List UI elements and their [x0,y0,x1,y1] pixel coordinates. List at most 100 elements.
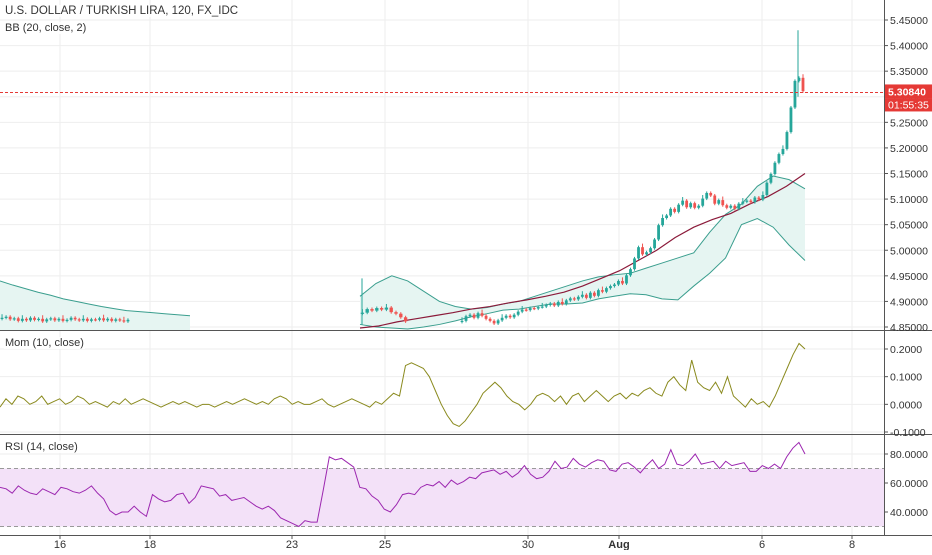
candle-body [89,319,93,321]
y-tick-label: 5.45000 [890,15,928,27]
candle-body [45,319,49,322]
candle-body [717,200,721,204]
candle-body [488,318,492,321]
candle-body [379,308,384,310]
candle-body [625,275,628,284]
candle-body [384,307,389,310]
candle-body [532,308,536,310]
bollinger-lower-band [359,217,806,330]
candle-body [765,182,769,195]
candle-body [49,318,53,320]
candle-body [524,309,528,311]
candle-body [69,317,73,320]
candle-body [661,218,664,226]
candle-body [85,318,89,321]
candle-body [757,197,761,200]
candle-body [81,318,85,321]
candle-body [53,318,57,321]
candle-body [793,80,797,108]
candle-body [556,301,560,306]
candle-body [673,208,677,212]
candle-body [118,319,122,321]
candle-body [102,318,106,321]
candle-body [365,309,369,313]
candle-body [641,247,644,255]
rsi-indicator-label[interactable]: RSI (14, close) [4,441,79,453]
candle-body [633,258,636,270]
candle-body [637,247,640,259]
candle-body [73,317,77,320]
y-tick-label: 0.2000 [890,344,922,356]
candle-body [4,316,8,318]
candle-body [733,205,737,209]
candle-body [709,192,713,196]
candle-body [653,239,656,249]
candle-body [665,215,669,219]
candle-body [552,303,556,306]
y-tick-label: 0.0000 [890,399,922,411]
candle-body [572,298,576,300]
candle-body [544,304,548,307]
momentum-line [0,342,806,428]
candle-body [789,107,793,133]
candle-body [508,315,512,318]
candle-body [548,303,552,305]
candle-body [375,308,379,311]
candle-body [669,208,673,216]
candle-body [20,318,24,321]
x-tick-label: 6 [759,539,765,550]
candle-body [403,317,408,322]
y-tick-label: 5.05000 [890,220,928,232]
y-tick-label: 4.95000 [890,271,928,283]
candle-body [677,204,681,212]
candle-body [114,319,118,321]
y-tick-label: 5.00000 [890,245,928,257]
x-tick-label: 16 [54,539,66,550]
candle-body [773,162,777,175]
candle-body [745,200,749,202]
y-tick-label: 5.40000 [890,41,928,53]
candle-body [504,315,508,318]
y-tick-label: 5.35000 [890,66,928,78]
chart-title: U.S. DOLLAR / TURKISH LIRA, 120, FX_IDC [4,5,240,17]
candle-body [601,290,604,292]
candle-body [584,294,588,298]
candle-body [16,318,20,321]
candle-body [781,148,785,155]
candle-body [568,298,572,301]
candle-body [588,292,592,298]
candle-body [516,311,520,315]
candle-body [94,319,97,321]
y-tick-label: 80.0000 [890,449,928,461]
x-tick-label: 8 [849,539,855,550]
candle-body [126,319,130,322]
candle-body [460,320,464,323]
x-tick-label: Aug [608,539,629,550]
y-tick-label: 4.85000 [890,322,928,334]
candle-body [476,313,480,318]
candle-body [693,203,697,208]
candle-body [528,308,532,311]
candle-body [621,280,624,284]
candle-body [389,307,393,313]
y-tick-label: 60.0000 [890,478,928,490]
candle-body [689,203,693,208]
candle-body [657,225,660,240]
candle-body [605,288,608,292]
rsi-band-fill [0,468,884,527]
y-tick-label: 5.10000 [890,194,928,206]
candle-body [701,198,705,206]
candle-body [106,318,110,321]
momentum-indicator-label[interactable]: Mom (10, close) [4,337,85,349]
bb-indicator-label[interactable]: BB (20, close, 2) [4,22,88,34]
bollinger-basis [359,173,806,329]
candle-body [713,195,717,204]
candle-body [98,318,101,320]
candle-body [685,200,689,208]
candle-body [749,200,753,203]
y-tick-label: 40.0000 [890,507,928,519]
candle-body [596,290,600,296]
candle-body [57,318,61,321]
candle-body [705,192,709,199]
